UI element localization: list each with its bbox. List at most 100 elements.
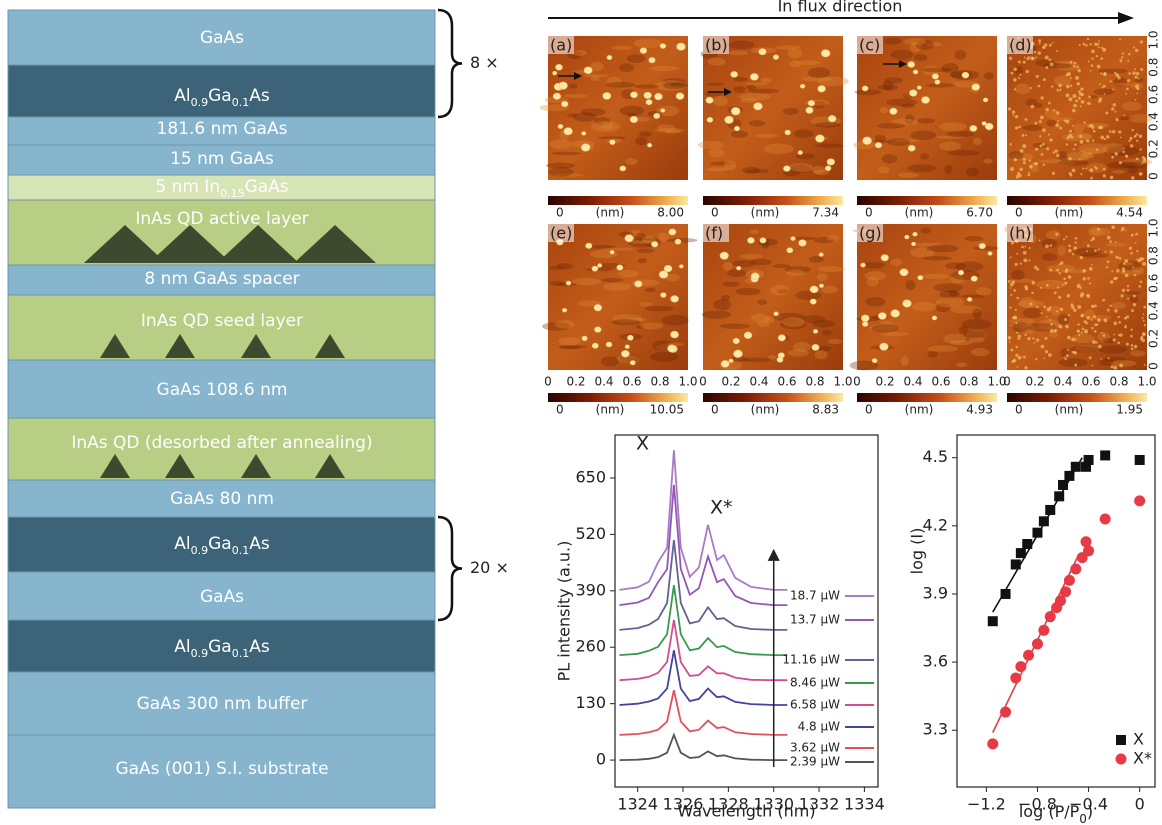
afm-texture — [882, 154, 898, 163]
afm-grain — [799, 240, 807, 246]
afm-texture — [865, 271, 887, 280]
afm-texture — [1094, 42, 1098, 46]
afm-texture — [1131, 329, 1133, 331]
afm-texture — [1030, 87, 1032, 89]
afm-texture — [1113, 277, 1116, 280]
afm-texture — [1029, 165, 1033, 169]
afm-texture — [887, 138, 910, 146]
afm-texture — [611, 46, 633, 50]
data-point — [1010, 672, 1021, 683]
afm-texture — [1092, 237, 1095, 240]
afm-grain — [816, 135, 825, 142]
afm-texture — [901, 356, 909, 366]
afm-texture — [1018, 77, 1020, 79]
afm-texture — [1098, 40, 1100, 42]
text-part: Ga — [208, 637, 232, 657]
afm-y-tick: 0.4 — [1147, 301, 1161, 320]
afm-texture — [1046, 230, 1061, 239]
afm-texture — [657, 106, 680, 116]
afm-grain — [559, 82, 568, 89]
afm-texture — [1103, 168, 1106, 171]
afm-texture — [770, 285, 790, 295]
afm-texture — [1066, 143, 1068, 145]
afm-grain — [644, 92, 652, 98]
afm-grain — [958, 270, 963, 275]
afm-texture — [1134, 345, 1138, 349]
afm-grain — [654, 113, 660, 118]
afm-texture — [884, 77, 903, 83]
colorbar-min: 0 — [711, 206, 719, 220]
afm-texture — [1114, 309, 1118, 313]
afm-texture — [1056, 50, 1058, 52]
afm-grain — [564, 128, 573, 135]
afm-texture — [1139, 260, 1141, 262]
x-tick-label: 0 — [1135, 795, 1145, 814]
afm-texture — [1124, 317, 1127, 320]
afm-texture — [1096, 55, 1098, 57]
afm-texture — [927, 351, 938, 357]
afm-texture — [1115, 256, 1118, 259]
afm-texture — [1077, 305, 1081, 309]
afm-x-tick: 0.8 — [959, 375, 978, 389]
legend-label: 13.7 μW — [790, 613, 840, 627]
afm-texture — [1013, 68, 1017, 72]
afm-grain — [668, 345, 677, 352]
afm-texture — [808, 67, 830, 78]
afm-texture — [788, 48, 802, 58]
afm-texture — [1051, 85, 1053, 87]
afm-texture — [1101, 87, 1103, 89]
afm-grain — [671, 296, 679, 303]
afm-texture — [1118, 321, 1121, 324]
afm-texture — [1103, 72, 1106, 75]
afm-texture — [723, 282, 741, 287]
afm-texture — [636, 117, 650, 121]
afm-grain — [791, 237, 796, 241]
afm-texture — [1104, 251, 1106, 253]
afm-texture — [863, 262, 885, 269]
afm-texture — [1118, 130, 1121, 133]
afm-texture — [1133, 46, 1135, 48]
afm-grain — [774, 312, 779, 316]
afm-texture — [910, 131, 935, 140]
afm-texture — [1071, 338, 1075, 342]
afm-texture — [1094, 330, 1097, 333]
afm-texture — [1074, 351, 1078, 355]
afm-texture — [1057, 286, 1059, 288]
afm-texture — [1139, 134, 1142, 137]
afm-texture — [1144, 324, 1146, 326]
afm-texture — [1142, 156, 1145, 159]
afm-texture — [1081, 100, 1085, 104]
afm-texture — [1094, 249, 1097, 252]
afm-texture — [1065, 358, 1067, 360]
afm-grain — [646, 100, 652, 105]
afm-texture — [927, 345, 958, 352]
y-tick-label: 390 — [575, 580, 606, 599]
afm-texture — [1115, 241, 1117, 243]
text-part: 181.6 nm GaAs — [157, 119, 288, 139]
afm-texture — [1111, 270, 1113, 272]
afm-texture — [1136, 258, 1138, 260]
colorbar-unit: (nm) — [905, 206, 934, 220]
afm-grain — [872, 359, 877, 363]
afm-texture — [1089, 153, 1091, 155]
afm-texture — [812, 166, 825, 174]
afm-grain — [729, 359, 733, 363]
afm-texture — [1089, 168, 1093, 172]
afm-texture — [817, 273, 828, 281]
afm-grain — [900, 269, 908, 276]
afm-texture — [822, 330, 832, 336]
afm-texture — [739, 254, 763, 259]
afm-grain — [706, 97, 713, 103]
afm-texture — [1017, 366, 1019, 368]
afm-texture — [1015, 115, 1018, 118]
subscript: 0 — [1079, 812, 1087, 825]
afm-texture — [1114, 152, 1118, 156]
afm-grain — [669, 229, 676, 235]
afm-texture — [706, 83, 724, 86]
afm-texture — [1045, 244, 1049, 248]
afm-texture — [1098, 100, 1101, 103]
afm-texture — [742, 357, 771, 362]
afm-texture — [1031, 281, 1035, 285]
data-point — [1022, 539, 1032, 549]
afm-grain — [971, 276, 977, 281]
